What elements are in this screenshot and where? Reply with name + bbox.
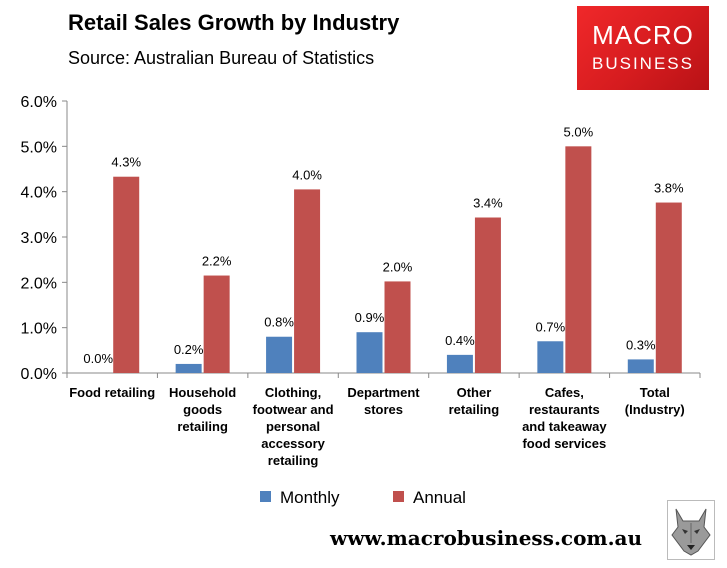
data-label-monthly: 0.0% [83,351,113,366]
x-category-label-line: Total [640,385,670,400]
wolf-logo-icon [667,500,715,560]
x-category-label-line: Household [169,385,236,400]
logo-line-2: BUSINESS [592,54,694,73]
data-label-annual: 4.0% [292,167,322,182]
bar-monthly [356,332,383,373]
bar-monthly [175,363,202,373]
legend-item-monthly: Monthly [260,488,340,508]
bar-annual [565,146,592,373]
x-category-label: Other retailing [449,385,500,417]
x-category-label-line: Cafes, [545,385,584,400]
data-label-annual: 3.4% [473,196,503,211]
chart-title: Retail Sales Growth by Industry [68,10,400,35]
data-label-annual: 2.2% [202,254,232,269]
bar-monthly [537,341,564,373]
chart-subtitle: Source: Australian Bureau of Statistics [68,48,375,68]
y-tick-label: 2.0% [21,275,57,292]
x-category-label-line: personal [266,419,320,434]
data-label-annual: 2.0% [383,259,413,274]
x-category-label-line: stores [364,402,403,417]
x-category-label-line: Department [347,385,420,400]
bar-annual [655,202,682,373]
x-category-label-line: and takeaway [522,419,607,434]
y-tick-label: 3.0% [21,230,57,247]
logo-line-1: MACRO [592,20,694,50]
x-category-label: Cafes, restaurants and takeaway food servic… [522,385,607,451]
x-category-label-line: retailing [177,419,228,434]
bar-monthly [446,354,473,373]
legend-swatch-annual [393,491,404,503]
x-category-label-line: retailing [268,453,319,468]
x-category-label-line: Clothing, [265,385,321,400]
data-label-monthly: 0.7% [536,319,566,334]
y-tick-label: 5.0% [21,139,57,156]
bar-monthly [266,336,293,373]
legend-label-annual: Annual [413,488,466,507]
x-category-label-line: retailing [449,402,500,417]
legend-swatch-monthly [260,491,271,503]
x-category-label-line: Other [457,385,492,400]
x-category-label-line: (Industry) [625,402,685,417]
y-tick-label: 6.0% [21,94,57,111]
x-category-label: Food retailing [69,385,155,400]
legend-label-monthly: Monthly [280,488,340,507]
data-label-annual: 4.3% [111,155,141,170]
x-category-label-line: footwear and [253,402,334,417]
data-label-monthly: 0.2% [174,342,204,357]
data-label-annual: 3.8% [654,181,684,196]
bar-annual [203,275,230,373]
x-category-label: Household goods retailing [169,385,236,434]
website-url: www.macrobusiness.com.au [330,526,643,550]
bar-annual [294,189,321,373]
x-category-label-line: Food retailing [69,385,155,400]
bar-annual [113,176,140,373]
x-category-label: Total (Industry) [625,385,685,417]
data-label-monthly: 0.3% [626,337,656,352]
y-tick-label: 4.0% [21,185,57,202]
bar-annual [384,281,411,373]
x-category-label: Department stores [347,385,420,417]
legend-item-annual: Annual [393,488,466,508]
data-label-monthly: 0.9% [355,310,385,325]
macrobusiness-logo: MACRO BUSINESS [577,6,709,90]
x-category-label-line: accessory [261,436,325,451]
x-category-label-line: food services [522,436,606,451]
data-label-annual: 5.0% [564,124,594,139]
bar-monthly [627,359,654,373]
x-category-label-line: goods [183,402,222,417]
bar-annual [474,217,501,373]
y-tick-label: 0.0% [21,366,57,383]
x-category-label-line: restaurants [529,402,600,417]
y-tick-label: 1.0% [21,321,57,338]
x-category-label: Clothing, footwear and personal accessory re… [253,385,334,468]
data-label-monthly: 0.8% [264,315,294,330]
data-label-monthly: 0.4% [445,333,475,348]
